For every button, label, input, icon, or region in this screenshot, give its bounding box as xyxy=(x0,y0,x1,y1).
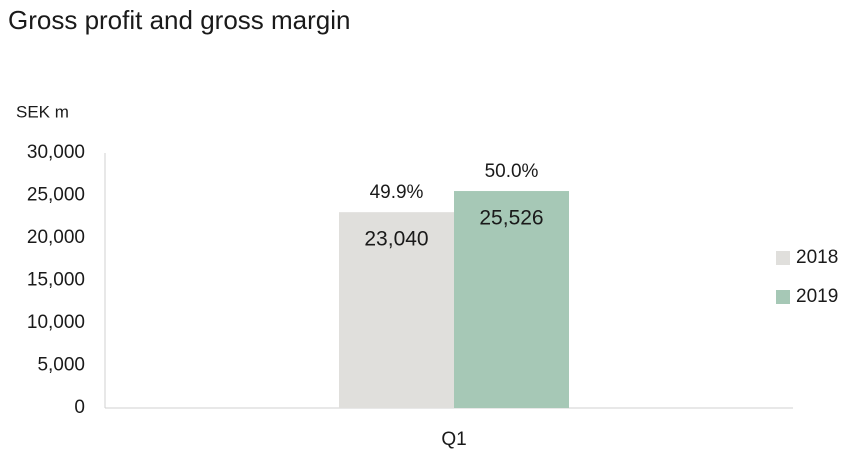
legend-swatch xyxy=(776,290,790,304)
y-tick-label: 30,000 xyxy=(27,142,85,163)
y-tick-label: 25,000 xyxy=(27,185,85,206)
bar xyxy=(454,191,569,408)
bar xyxy=(339,212,454,408)
x-tick-label: Q1 xyxy=(441,429,466,450)
margin-label: 49.9% xyxy=(370,182,424,203)
y-tick-label: 15,000 xyxy=(27,270,85,291)
legend-swatch xyxy=(776,251,790,265)
margin-label: 50.0% xyxy=(485,161,539,182)
value-label: 25,526 xyxy=(479,207,543,230)
legend-label: 2019 xyxy=(796,286,838,307)
chart-title: Gross profit and gross margin xyxy=(8,5,350,35)
y-tick-label: 10,000 xyxy=(27,312,85,333)
y-axis-label: SEK m xyxy=(16,102,69,121)
y-tick-label: 20,000 xyxy=(27,227,85,248)
value-label: 23,040 xyxy=(364,228,428,251)
y-tick-label: 5,000 xyxy=(37,355,85,376)
legend-label: 2018 xyxy=(796,247,838,268)
y-tick-label: 0 xyxy=(74,397,85,418)
